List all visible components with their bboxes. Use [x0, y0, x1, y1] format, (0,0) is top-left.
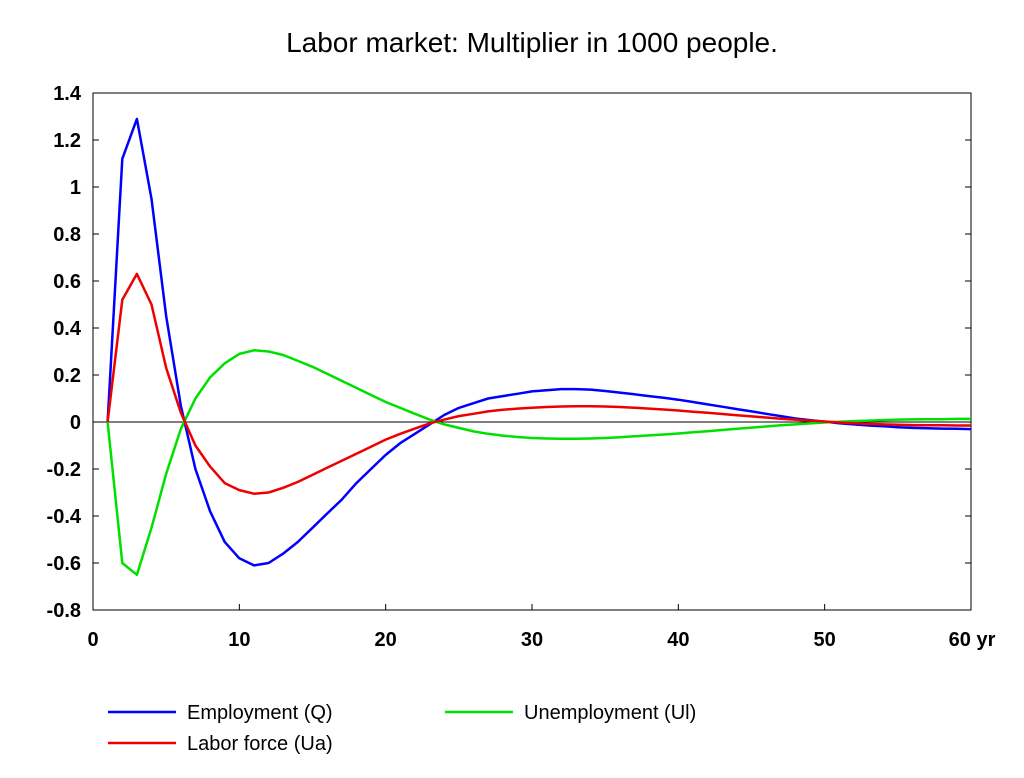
y-tick-label: 1.2 [53, 130, 81, 152]
x-tick-label: 50 [814, 629, 836, 651]
y-tick-label: 0.8 [53, 224, 81, 246]
x-tick-label: 20 [375, 629, 397, 651]
y-tick-label: -0.2 [47, 459, 81, 481]
y-tick-label: 1 [70, 177, 81, 199]
y-tick-label: -0.8 [47, 600, 81, 622]
chart-title: Labor market: Multiplier in 1000 people. [286, 27, 778, 58]
y-tick-label: 0.4 [53, 318, 82, 340]
y-tick-label: 0 [70, 412, 81, 434]
plot-border [92, 92, 972, 611]
y-tick-label: -0.4 [47, 506, 82, 528]
axis-ticks [92, 92, 972, 611]
y-tick-label: 0.2 [53, 365, 81, 387]
x-tick-label: 60 yr [949, 629, 996, 651]
legend-label: Unemployment (Ul) [524, 702, 696, 724]
legend: Employment (Q) Labor force (Ua) Unemployme… [108, 702, 696, 755]
y-tick-label: 1.4 [53, 83, 82, 105]
y-tick-label: -0.6 [47, 553, 81, 575]
series-line-unemployment-ul [106, 349, 971, 577]
axis-tick-labels: 1.4 1.2 1 0.8 0.6 0.4 0.2 0 -0.2 -0.4 -0.6 -0.8 0 10 2… [47, 83, 996, 651]
series-lines [106, 117, 972, 577]
x-tick-label: 0 [87, 629, 98, 651]
x-tick-label: 10 [228, 629, 250, 651]
x-tick-label: 30 [521, 629, 543, 651]
legend-label: Labor force (Ua) [187, 733, 333, 755]
series-line-employment-q [106, 117, 972, 567]
x-tick-label: 40 [667, 629, 689, 651]
plot-frame [92, 92, 972, 611]
legend-label: Employment (Q) [187, 702, 333, 724]
y-tick-label: 0.6 [53, 271, 81, 293]
series-line-labor-force-ua [106, 272, 971, 495]
